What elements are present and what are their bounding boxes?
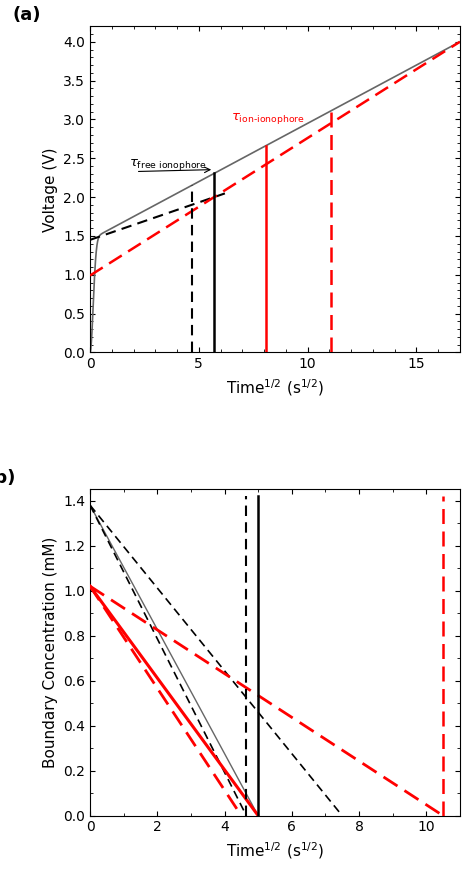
X-axis label: Time$^{1/2}$ (s$^{1/2}$): Time$^{1/2}$ (s$^{1/2}$)	[226, 377, 324, 397]
Y-axis label: Boundary Concentration (mM): Boundary Concentration (mM)	[43, 537, 58, 768]
Text: (b): (b)	[0, 469, 16, 487]
Text: $\tau_{\rm ion\text{-}ionophore}$: $\tau_{\rm ion\text{-}ionophore}$	[231, 111, 305, 125]
Y-axis label: Voltage (V): Voltage (V)	[43, 147, 58, 232]
Text: (a): (a)	[12, 6, 41, 24]
Text: $\tau_{\rm free\ ionophore}$: $\tau_{\rm free\ ionophore}$	[129, 157, 207, 172]
X-axis label: Time$^{1/2}$ (s$^{1/2}$): Time$^{1/2}$ (s$^{1/2}$)	[226, 840, 324, 860]
